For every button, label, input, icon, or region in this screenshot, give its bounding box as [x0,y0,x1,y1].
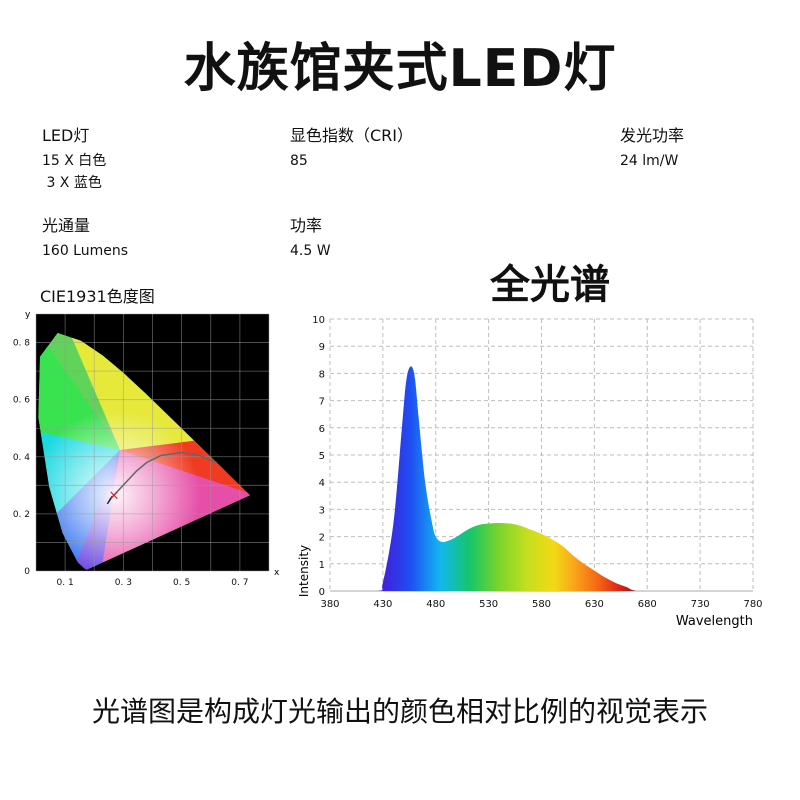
cie-x-axis-label: x [274,568,280,578]
spec-power-label: 功率 [290,216,323,235]
spectrum-chart: 380 430 480 530 580 630 680 730 780012345678910 … [297,315,763,629]
spectrum-y-tick-label: 8 [319,369,325,380]
spectrum-x-tick-label: 380 [320,599,339,610]
spec-led: LED灯 15 X 白色 3 X 蓝色 [42,122,106,194]
spectrum-y-tick-label: 7 [319,397,325,408]
spectrum-y-axis-label: Intensity [297,545,311,597]
cie-x-tick-label: 0. 3 [115,578,132,588]
spectrum-x-tick-label: 630 [585,599,604,610]
spec-led-label: LED灯 [42,126,90,145]
spectrum-x-tick-label: 430 [373,599,392,610]
page-title: 水族馆夹式LED灯 [183,39,617,99]
spectrum-y-tick-label: 6 [319,424,325,435]
spec-cri: 显色指数（CRI） 85 [290,122,413,172]
cie-grid [35,313,270,572]
spectrum-x-tick-label: 580 [532,599,551,610]
spectrum-y-tick-label: 2 [319,533,325,544]
cie-y-tick-label: 0. 8 [13,339,30,349]
cie-y-tick-label: 0. 2 [13,510,30,520]
spectrum-title: 全光谱 [490,262,610,308]
spectrum-y-tick-label: 0 [319,587,325,598]
cie-chart-label: CIE1931色度图 [40,287,155,306]
spec-flux-value: 160 Lumens [42,243,129,259]
spec-flux: 光通量 160 Lumens [42,212,128,262]
spec-flux-label: 光通量 [42,216,91,235]
spec-cri-value: 85 [290,153,308,169]
spectrum-area [330,366,753,591]
cie-y-tick-label: 0. 4 [13,453,30,463]
spec-led-value-white: 15 X 白色 [42,153,107,169]
spec-power: 功率 4.5 W [290,212,331,262]
spectrum-x-tick-label: 530 [479,599,498,610]
spectrum-x-tick-label: 780 [743,599,762,610]
cie-y-tick-label: 0 [24,567,30,577]
spectrum-x-tick-label: 680 [638,599,657,610]
spectrum-x-tick-label: 730 [691,599,710,610]
spec-efficacy-label: 发光功率 [620,126,685,145]
footer-caption: 光谱图是构成灯光输出的颜色相对比例的视觉表示 [91,695,708,728]
spec-led-value-blue: 3 X 蓝色 [42,175,102,191]
spectrum-y-tick-label: 3 [319,505,325,516]
cie-planckian-locus [109,451,217,501]
cie-locus-end-mark [106,495,113,505]
spectrum-y-tick-label: 9 [319,342,325,353]
spec-efficacy: 发光功率 24 lm/W [620,122,684,172]
cie-y-tick-label: 0. 6 [13,396,30,406]
spec-efficacy-value: 24 lm/W [620,153,679,169]
spectrum-x-axis-label: Wavelength [676,614,753,629]
spectrum-y-tick-label: 5 [319,451,325,462]
cie-chart: × y x 0 0. 2 0. 4 0. 6 0. 8 0. 1 0. 3 0.… [13,310,280,588]
spec-cri-label: 显色指数（CRI） [290,126,414,145]
cie-white-point-marker: × [109,488,120,503]
spectrum-x-tick-label: 480 [426,599,445,610]
spectrum-y-tick-label: 10 [312,315,325,326]
spectrum-y-tick-label: 1 [319,560,325,571]
spectrum-y-tick-label: 4 [319,478,325,489]
spec-power-value: 4.5 W [290,243,331,259]
cie-x-tick-label: 0. 5 [173,578,190,588]
cie-y-axis-label: y [25,310,31,320]
cie-x-tick-label: 0. 7 [231,578,248,588]
cie-x-tick-label: 0. 1 [57,578,74,588]
